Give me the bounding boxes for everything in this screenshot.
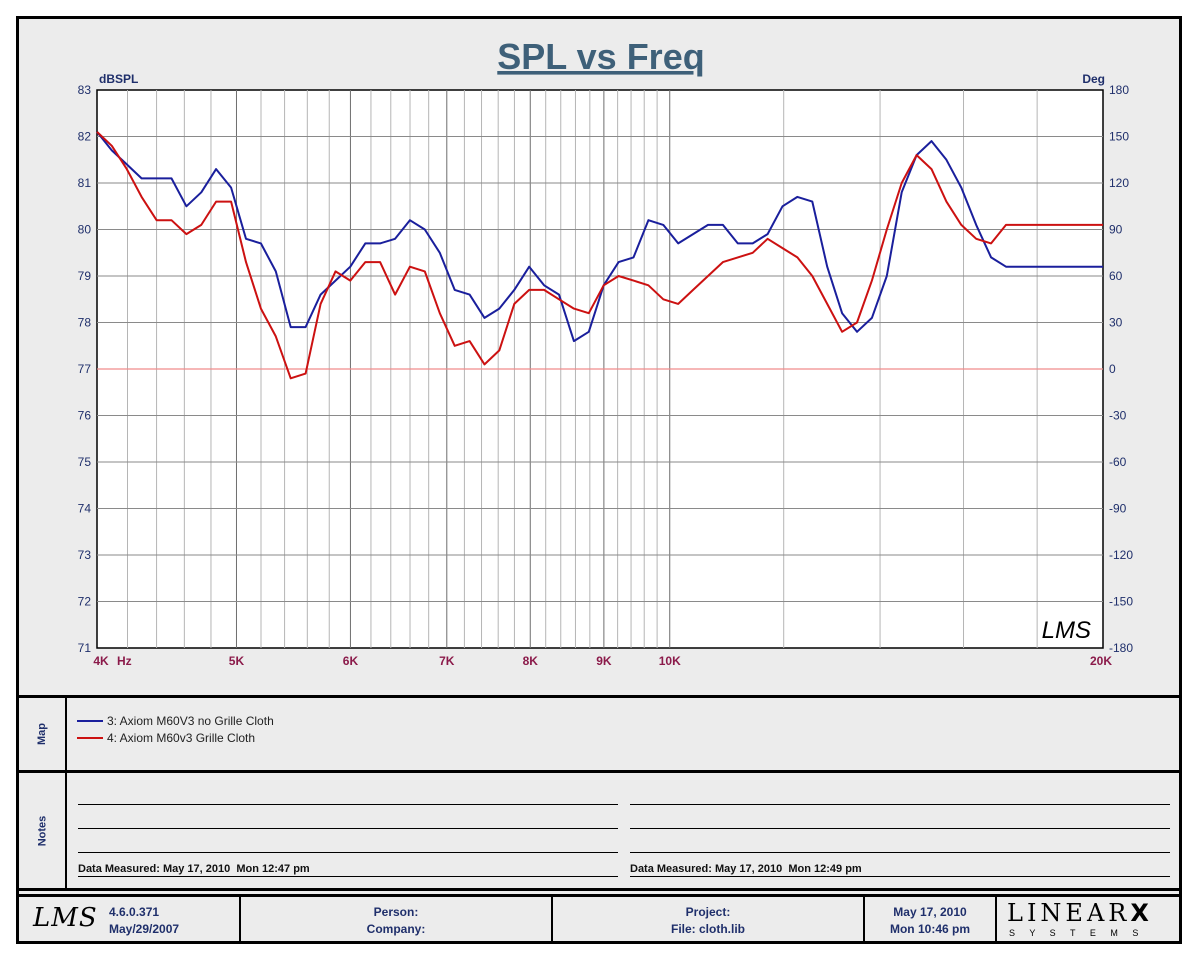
person-label: Person: xyxy=(373,905,419,919)
y-tick-label-left: 71 xyxy=(78,641,92,655)
footer-date-cell: May 17, 2010 Mon 10:46 pm xyxy=(865,897,997,941)
notes-measured-left: Data Measured: May 17, 2010 Mon 12:47 pm xyxy=(78,863,310,875)
y-tick-label-right: -30 xyxy=(1109,409,1127,423)
y-tick-label-right: -150 xyxy=(1109,595,1133,609)
x-tick-label: 4K xyxy=(93,654,109,668)
legend-item-series-4: 4: Axiom M60v3 Grille Cloth xyxy=(77,731,255,745)
project-label: Project: xyxy=(685,905,731,919)
legend-swatch-blue xyxy=(77,720,103,722)
y-tick-label-left: 75 xyxy=(78,455,92,469)
note-line xyxy=(630,804,1170,805)
series-line-grille xyxy=(96,131,1103,380)
y-tick-label-left: 80 xyxy=(78,223,92,237)
note-line xyxy=(78,876,618,877)
spl-chart: SPL vs Freq dBSPL Deg 83 82 81 80 79 78 77 76 75… xyxy=(78,36,1134,668)
x-tick-label: 5K xyxy=(229,654,245,668)
legend-text: 3: Axiom M60V3 no Grille Cloth xyxy=(107,714,274,728)
y-axis-right-label: Deg xyxy=(1082,72,1105,86)
footer-brand-cell: LINEARX S Y S T E M S xyxy=(997,897,1179,941)
note-line xyxy=(78,828,618,829)
legend-text: 4: Axiom M60v3 Grille Cloth xyxy=(107,731,256,745)
software-version: 4.6.0.371 xyxy=(109,905,160,919)
company-label: Company: xyxy=(366,922,426,936)
y-tick-label-right: -90 xyxy=(1109,502,1127,516)
brand-x: X xyxy=(1130,899,1149,927)
lms-watermark: LMS xyxy=(1042,617,1091,644)
y-tick-label-right: 120 xyxy=(1109,176,1129,190)
x-tick-label: 8K xyxy=(523,654,539,668)
brand-subtitle: S Y S T E M S xyxy=(1009,928,1145,938)
report-time: Mon 10:46 pm xyxy=(889,922,970,936)
notes-section: Notes Data Measured: May 17, 2010 Mon 12… xyxy=(19,773,1179,891)
report-frame: SPL vs Freq dBSPL Deg 83 82 81 80 79 78 77 76 75… xyxy=(16,16,1182,944)
notes-side-label: Notes xyxy=(19,773,67,888)
file-name: File: cloth.lib xyxy=(671,922,745,936)
note-line xyxy=(630,828,1170,829)
x-tick-label: 10K xyxy=(659,654,681,668)
y-tick-label-left: 74 xyxy=(78,502,92,516)
y-tick-label-right: 150 xyxy=(1109,130,1129,144)
note-line xyxy=(78,804,618,805)
notes-measured-right: Data Measured: May 17, 2010 Mon 12:49 pm xyxy=(630,863,862,875)
footer-section: LMS 4.6.0.371 May/29/2007 Person: Compan… xyxy=(19,894,1179,941)
y-axis-left-label: dBSPL xyxy=(99,72,138,86)
y-tick-label-left: 82 xyxy=(78,130,92,144)
y-tick-label-left: 78 xyxy=(78,316,92,330)
software-date: May/29/2007 xyxy=(109,922,180,936)
y-tick-label-right: 0 xyxy=(1109,362,1116,376)
notes-label: Notes xyxy=(36,815,48,846)
x-tick-label: 6K xyxy=(343,654,359,668)
y-tick-label-left: 77 xyxy=(78,362,92,376)
brand-name: LINEAR xyxy=(1007,899,1131,927)
y-tick-label-right: 90 xyxy=(1109,223,1123,237)
footer-version-cell: LMS 4.6.0.371 May/29/2007 xyxy=(19,897,241,941)
x-tick-label: 7K xyxy=(439,654,455,668)
report-date: May 17, 2010 xyxy=(893,905,967,919)
x-tick-label: 20K xyxy=(1090,654,1112,668)
y-tick-label-right: 30 xyxy=(1109,316,1123,330)
y-tick-label-left: 76 xyxy=(78,409,92,423)
y-tick-label-left: 81 xyxy=(78,176,92,190)
y-tick-label-right: 60 xyxy=(1109,269,1123,283)
brand-logo: LINEARX xyxy=(1007,899,1149,927)
lms-logo: LMS xyxy=(33,903,98,933)
y-tick-label-left: 79 xyxy=(78,269,92,283)
footer-project-cell: Project: File: cloth.lib xyxy=(553,897,865,941)
chart-title: SPL vs Freq xyxy=(497,36,704,77)
map-section: Map 3: Axiom M60V3 no Grille Cloth 4: Ax… xyxy=(19,695,1179,773)
y-tick-label-left: 73 xyxy=(78,548,92,562)
y-tick-label-right: 180 xyxy=(1109,83,1129,97)
y-tick-label-right: -120 xyxy=(1109,548,1133,562)
y-tick-label-right: -60 xyxy=(1109,455,1127,469)
y-tick-label-left: 72 xyxy=(78,595,92,609)
y-tick-label-left: 83 xyxy=(78,83,92,97)
x-unit-label: Hz xyxy=(117,654,132,668)
legend-item-series-3: 3: Axiom M60V3 no Grille Cloth xyxy=(77,714,274,728)
map-label: Map xyxy=(36,723,48,745)
note-line xyxy=(78,852,618,853)
footer-person-cell: Person: Company: xyxy=(241,897,553,941)
note-line xyxy=(630,876,1170,877)
legend-swatch-red xyxy=(77,737,103,739)
map-side-label: Map xyxy=(19,698,67,770)
x-tick-label: 9K xyxy=(596,654,612,668)
note-line xyxy=(630,852,1170,853)
y-tick-label-right: -180 xyxy=(1109,641,1133,655)
